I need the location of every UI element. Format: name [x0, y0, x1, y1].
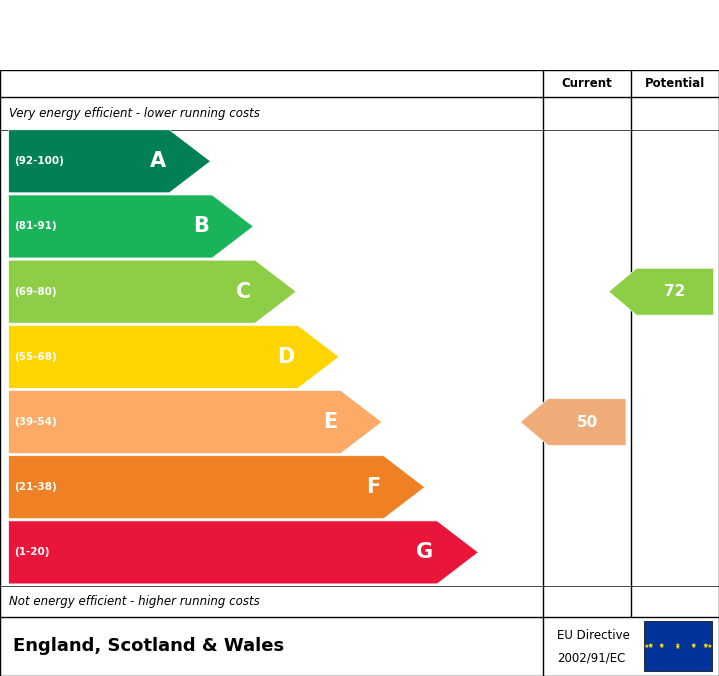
Text: Energy Efficiency Rating: Energy Efficiency Rating — [13, 21, 414, 49]
Text: 50: 50 — [577, 414, 597, 429]
Text: ★: ★ — [647, 644, 653, 649]
Text: (92-100): (92-100) — [14, 156, 64, 166]
Text: (39-54): (39-54) — [14, 417, 57, 427]
Text: ★: ★ — [647, 644, 653, 648]
Text: F: F — [366, 477, 380, 498]
Text: C: C — [236, 282, 252, 301]
Text: England, Scotland & Wales: England, Scotland & Wales — [13, 637, 284, 655]
Text: 72: 72 — [664, 284, 686, 299]
Text: ★: ★ — [702, 644, 708, 649]
Text: ★: ★ — [675, 644, 680, 650]
FancyBboxPatch shape — [644, 621, 712, 671]
Polygon shape — [9, 195, 253, 258]
Text: Current: Current — [562, 77, 613, 91]
Text: ★: ★ — [707, 644, 712, 649]
Polygon shape — [9, 260, 296, 323]
Polygon shape — [521, 399, 626, 445]
Text: 2002/91/EC: 2002/91/EC — [557, 652, 626, 665]
Text: EU Directive: EU Directive — [557, 629, 630, 642]
Text: ★: ★ — [644, 644, 649, 649]
Polygon shape — [9, 325, 339, 388]
Polygon shape — [609, 268, 714, 315]
Text: ★: ★ — [659, 643, 664, 648]
Text: ★: ★ — [659, 644, 664, 650]
Polygon shape — [9, 130, 211, 193]
Text: (69-80): (69-80) — [14, 287, 57, 297]
Text: Not energy efficient - higher running costs: Not energy efficient - higher running co… — [9, 595, 260, 608]
Text: (55-68): (55-68) — [14, 352, 57, 362]
Polygon shape — [9, 521, 478, 584]
Polygon shape — [9, 456, 425, 518]
Text: Very energy efficient - lower running costs: Very energy efficient - lower running co… — [9, 107, 260, 120]
Text: ★: ★ — [691, 644, 696, 650]
Text: ★: ★ — [691, 643, 696, 648]
Text: Potential: Potential — [645, 77, 705, 91]
Text: G: G — [416, 542, 434, 562]
Text: (21-38): (21-38) — [14, 482, 57, 492]
Text: ★: ★ — [675, 643, 680, 648]
Text: (81-91): (81-91) — [14, 222, 57, 231]
Text: B: B — [193, 216, 209, 237]
Text: E: E — [323, 412, 337, 432]
Text: ★: ★ — [702, 644, 708, 648]
Text: A: A — [150, 151, 165, 171]
Polygon shape — [9, 391, 382, 454]
Text: (1-20): (1-20) — [14, 548, 50, 558]
Text: D: D — [277, 347, 294, 367]
